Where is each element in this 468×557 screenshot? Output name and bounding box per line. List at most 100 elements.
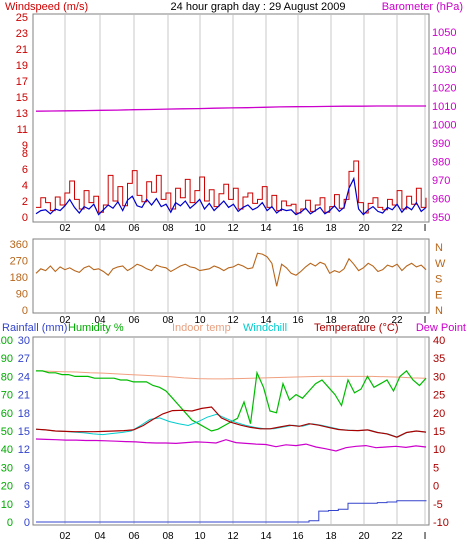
- x-tick-label: 22: [391, 315, 403, 326]
- windspeed-tick-label: 25: [16, 12, 28, 24]
- temperature-tick-label: 40: [433, 335, 445, 347]
- rainfall-tick-label: 30: [18, 335, 30, 347]
- rainfall-tick-label: 6: [24, 481, 30, 493]
- x-tick-label: 22: [391, 531, 403, 542]
- barometer-line: [35, 105, 426, 112]
- x-tick-label: 12: [227, 315, 239, 326]
- x-tick-label: 22: [391, 223, 403, 234]
- windchill-label: Windchill: [243, 322, 287, 334]
- barometer-tick-label: 990: [432, 138, 450, 150]
- x-tick-label: 16: [292, 531, 304, 542]
- temperature-tick-label: 10: [433, 444, 445, 456]
- temperature-tick-label: 0: [433, 481, 439, 493]
- temperature-tick-label: 20: [433, 408, 445, 420]
- windspeed-gust-line: [36, 160, 427, 214]
- barometer-tick-label: 1030: [432, 64, 456, 76]
- temperature-tick-label: -5: [433, 499, 443, 511]
- compass-tick-label: N: [435, 305, 443, 317]
- windspeed-average-line: [35, 176, 427, 216]
- windspeed-tick-label: 6: [22, 164, 28, 176]
- temperature-tick-label: 35: [433, 353, 445, 365]
- x-tick-label: I: [424, 223, 427, 234]
- x-tick-label: 08: [162, 315, 174, 326]
- windspeed-tick-label: 2: [22, 196, 28, 208]
- x-tick-label: 20: [358, 315, 370, 326]
- direction-tick-label: 270: [10, 256, 28, 268]
- barometer-tick-label: 1050: [432, 27, 456, 39]
- x-tick-label: 02: [59, 531, 71, 542]
- direction-tick-label: 360: [10, 239, 28, 251]
- humidity-tick-label: 100: [0, 335, 13, 347]
- wind-panel-frame: [32, 13, 430, 223]
- compass-tick-label: N: [435, 242, 443, 254]
- compass-tick-label: W: [435, 258, 446, 270]
- compass-tick-label: E: [435, 289, 442, 301]
- direction-tick-label: 0: [22, 305, 28, 317]
- barometer-tick-label: 970: [432, 175, 450, 187]
- humidity-tick-label: 70: [1, 390, 13, 402]
- x-tick-label: 18: [325, 223, 337, 234]
- wind-direction-line: [35, 252, 427, 287]
- rainfall-tick-label: 27: [18, 353, 30, 365]
- windspeed-tick-label: 23: [16, 28, 28, 40]
- rainfall-tick-label: 3: [24, 499, 30, 511]
- x-tick-label: 10: [194, 223, 206, 234]
- x-tick-label: 20: [358, 223, 370, 234]
- rainfall-tick-label: 24: [18, 371, 30, 383]
- x-tick-label: 18: [325, 315, 337, 326]
- x-tick-label: 14: [260, 315, 272, 326]
- humidity-axis-label: Humidity %: [68, 322, 124, 334]
- x-tick-label: I: [424, 315, 427, 326]
- rainfall-tick-label: 0: [24, 517, 30, 529]
- direction-tick-label: 180: [10, 272, 28, 284]
- barometer-tick-label: 950: [432, 212, 450, 224]
- compass-tick-label: S: [435, 274, 442, 286]
- x-tick-label: 16: [292, 223, 304, 234]
- x-tick-label: 04: [94, 315, 106, 326]
- humidity-tick-label: 0: [7, 517, 13, 529]
- windspeed-tick-label: 11: [17, 124, 28, 136]
- x-tick-label: 12: [227, 531, 239, 542]
- indoor-temp-line: [35, 370, 427, 380]
- x-tick-label: 02: [59, 223, 71, 234]
- windspeed-tick-label: 13: [16, 108, 28, 120]
- windspeed-tick-label: 19: [16, 60, 28, 72]
- windspeed-tick-label: 9: [22, 140, 28, 152]
- x-tick-label: I: [424, 531, 427, 542]
- barometer-tick-label: 960: [432, 194, 450, 206]
- humidity-tick-label: 60: [1, 408, 13, 420]
- x-tick-label: 14: [260, 223, 272, 234]
- rainfall-tick-label: 12: [18, 444, 30, 456]
- windspeed-tick-label: 21: [16, 44, 28, 56]
- barometer-tick-label: 1010: [432, 101, 456, 113]
- barometer-axis-label: Barometer (hPa): [382, 1, 463, 13]
- x-tick-label: 04: [94, 223, 106, 234]
- dewpoint-line: [35, 438, 427, 452]
- rainfall-tick-label: 15: [18, 426, 30, 438]
- x-tick-label: 10: [194, 531, 206, 542]
- windspeed-tick-label: 8: [22, 148, 28, 160]
- temperature-tick-label: 5: [433, 462, 439, 474]
- direction-panel-frame: [32, 238, 430, 314]
- x-tick-label: 12: [227, 223, 239, 234]
- x-tick-label: 06: [128, 223, 140, 234]
- humidity-tick-label: 20: [1, 481, 13, 493]
- direction-tick-label: 90: [16, 289, 28, 301]
- humidity-tick-label: 90: [1, 353, 13, 365]
- barometer-tick-label: 1000: [432, 120, 456, 132]
- barometer-tick-label: 1020: [432, 83, 456, 95]
- rainfall-line: [36, 500, 427, 523]
- temperature-tick-label: 25: [433, 390, 445, 402]
- x-tick-label: 14: [260, 531, 272, 542]
- windspeed-tick-label: 4: [22, 180, 28, 192]
- windspeed-tick-label: 0: [22, 212, 28, 224]
- humidity-tick-label: 10: [1, 499, 13, 511]
- humidity-tick-label: 50: [1, 426, 13, 438]
- temperature-tick-label: -10: [433, 517, 449, 529]
- barometer-tick-label: 980: [432, 157, 450, 169]
- temperature-tick-label: 30: [433, 371, 445, 383]
- humidity-tick-label: 80: [1, 371, 13, 383]
- rainfall-tick-label: 9: [24, 462, 30, 474]
- temperature-axis-label: Temperature (°C): [314, 322, 398, 334]
- temperature-line: [35, 406, 427, 438]
